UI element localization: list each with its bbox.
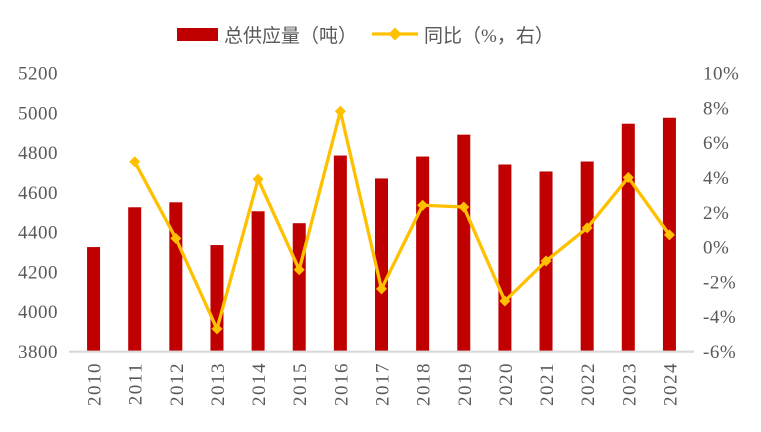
y-axis-right-tick: 2% bbox=[703, 203, 729, 224]
yoy-marker bbox=[293, 264, 305, 276]
y-axis-right-tick: 8% bbox=[703, 98, 729, 119]
yoy-marker bbox=[663, 229, 675, 241]
y-axis-right-tick: -4% bbox=[703, 307, 736, 328]
x-axis-tick: 2021 bbox=[537, 362, 558, 406]
yoy-marker bbox=[170, 232, 182, 244]
y-axis-left-tick: 3800 bbox=[18, 342, 58, 363]
bar-2023 bbox=[621, 123, 635, 351]
yoy-marker bbox=[252, 173, 264, 185]
x-axis-tick: 2012 bbox=[167, 362, 188, 406]
yoy-marker bbox=[417, 199, 429, 211]
y-axis-left-tick: 5200 bbox=[18, 64, 58, 85]
legend-item-yoy: 同比（%，右） bbox=[372, 21, 554, 48]
x-axis-tick: 2015 bbox=[290, 362, 311, 406]
x-axis-tick: 2020 bbox=[496, 362, 517, 406]
yoy-marker bbox=[581, 222, 593, 234]
x-axis-tick: 2014 bbox=[249, 362, 270, 406]
legend-bar-swatch bbox=[177, 27, 218, 41]
legend-diamond-icon bbox=[388, 27, 402, 41]
x-axis-tick: 2010 bbox=[85, 362, 106, 406]
y-axis-left-tick: 4800 bbox=[18, 143, 58, 164]
bar-2012 bbox=[169, 202, 183, 351]
yoy-marker bbox=[622, 171, 634, 183]
y-axis-right-tick: 0% bbox=[703, 238, 729, 259]
y-axis-right-tick: 6% bbox=[703, 133, 729, 154]
legend-supply-label: 总供应量（吨） bbox=[224, 25, 358, 47]
bar-2015 bbox=[292, 223, 306, 351]
yoy-marker bbox=[458, 201, 470, 213]
y-axis-right-tick: -6% bbox=[703, 342, 736, 363]
y-axis-left-tick: 4600 bbox=[18, 183, 58, 204]
legend-line-swatch bbox=[372, 27, 419, 41]
y-axis-left-tick: 4200 bbox=[18, 262, 58, 283]
yoy-marker bbox=[129, 156, 141, 168]
y-axis-left-tick: 4000 bbox=[18, 302, 58, 323]
legend: 总供应量（吨） 同比（%，右） bbox=[177, 19, 554, 49]
yoy-marker bbox=[334, 105, 346, 117]
yoy-marker bbox=[540, 255, 552, 267]
bar-2011 bbox=[128, 207, 142, 351]
bar-2019 bbox=[457, 134, 471, 351]
legend-yoy-label: 同比（%，右） bbox=[424, 25, 554, 47]
bar-2022 bbox=[580, 161, 594, 351]
x-axis-tick: 2023 bbox=[619, 362, 640, 406]
x-axis-tick: 2019 bbox=[455, 362, 476, 406]
y-axis-left-tick: 5000 bbox=[18, 103, 58, 124]
x-axis-tick: 2011 bbox=[126, 362, 147, 405]
x-axis-tick: 2017 bbox=[373, 362, 394, 406]
bar-2014 bbox=[251, 211, 265, 351]
x-axis-tick: 2016 bbox=[331, 362, 352, 406]
yoy-marker bbox=[499, 295, 511, 307]
x-axis-tick: 2022 bbox=[578, 362, 599, 406]
x-axis-tick: 2018 bbox=[414, 362, 435, 406]
x-axis-tick: 2024 bbox=[660, 362, 681, 406]
bar-2013 bbox=[210, 245, 224, 351]
bar-2017 bbox=[375, 178, 388, 351]
bar-2018 bbox=[416, 156, 430, 351]
y-axis-right-tick: 10% bbox=[703, 64, 739, 85]
y-axis-left-tick: 4400 bbox=[18, 223, 58, 244]
yoy-marker bbox=[376, 283, 387, 295]
bar-2010 bbox=[87, 247, 101, 351]
bar-2020 bbox=[498, 164, 512, 351]
bar-2016 bbox=[333, 155, 347, 351]
legend-item-supply: 总供应量（吨） bbox=[177, 21, 357, 48]
yoy-line bbox=[133, 110, 671, 334]
y-axis-right-tick: -2% bbox=[703, 272, 736, 293]
x-axis-tick: 2013 bbox=[208, 362, 229, 406]
yoy-marker bbox=[211, 323, 223, 335]
y-axis-right-tick: 4% bbox=[703, 168, 729, 189]
